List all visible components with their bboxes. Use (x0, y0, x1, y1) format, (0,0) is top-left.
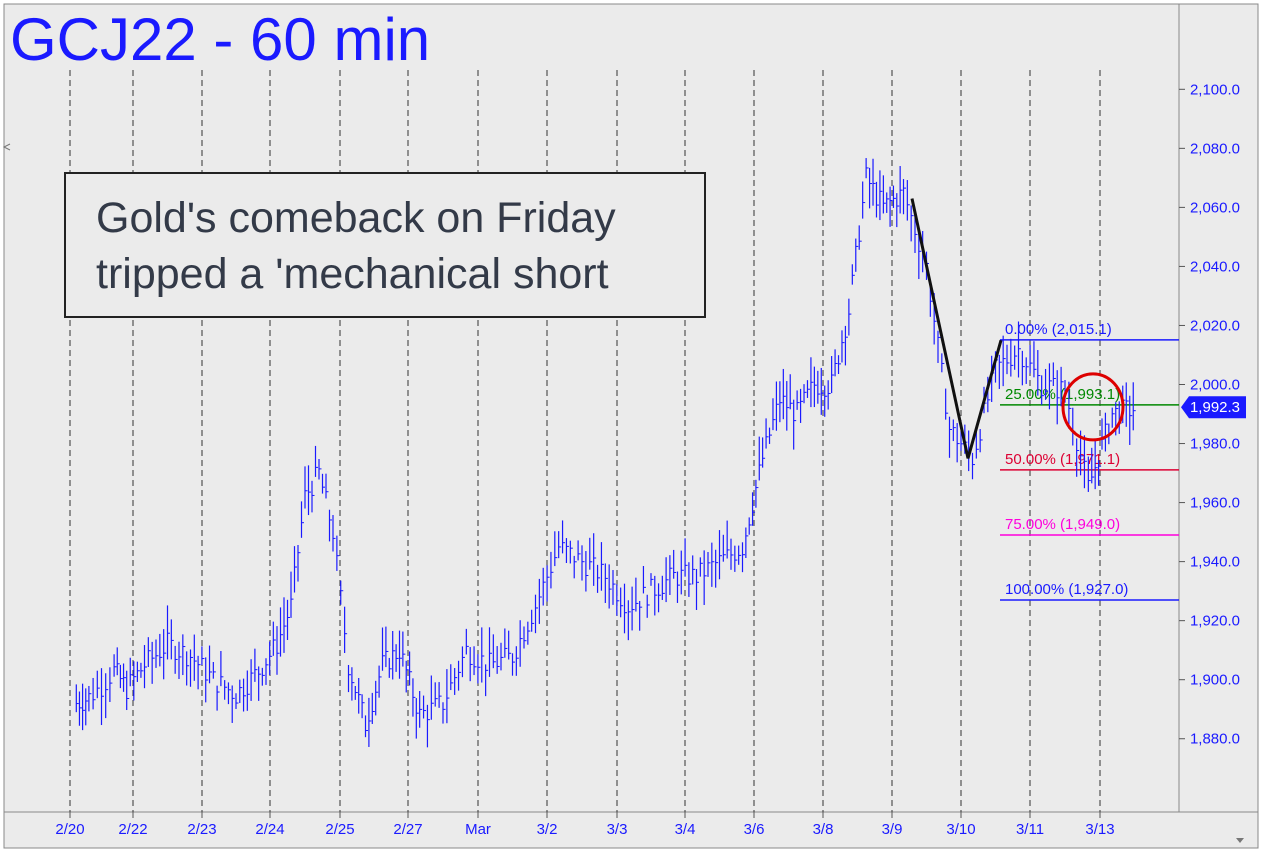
x-tick-label: 3/10 (946, 821, 975, 838)
fib-label: 25.00% (1,993.1) (1005, 386, 1120, 403)
x-tick-label: 3/13 (1085, 821, 1114, 838)
left-arrow-icon (2, 143, 11, 151)
y-tick-label: 1,960.0 (1190, 495, 1240, 512)
corner-arrow-icon (1236, 838, 1244, 843)
fib-label: 0.00% (2,015.1) (1005, 321, 1112, 338)
last-price-label: 1,992.3 (1190, 399, 1240, 416)
impulse-leg-line (910, 198, 1003, 459)
x-tick-label: 3/6 (744, 821, 765, 838)
price-bars (75, 158, 1136, 748)
date-axis-panel (3, 811, 1259, 849)
y-tick-label: 2,040.0 (1190, 258, 1240, 275)
y-tick-label: 2,080.0 (1190, 140, 1240, 157)
highlight-circle (1061, 372, 1125, 442)
fib-label: 100.00% (1,927.0) (1005, 581, 1128, 598)
y-tick-label: 1,900.0 (1190, 672, 1240, 689)
fib-label: 75.00% (1,949.0) (1005, 516, 1120, 533)
annotation-box: Gold's comeback on Friday tripped a 'mec… (64, 172, 706, 318)
x-tick-label: 2/27 (393, 821, 422, 838)
x-tick-label: 3/9 (882, 821, 903, 838)
annotation-line-1: Gold's comeback on Friday (96, 194, 616, 242)
x-tick-label: 2/20 (55, 821, 84, 838)
y-tick-label: 2,000.0 (1190, 377, 1240, 394)
x-tick-label: 2/24 (255, 821, 284, 838)
y-tick-label: 1,980.0 (1190, 436, 1240, 453)
x-tick-label: 2/23 (187, 821, 216, 838)
y-tick-label: 2,100.0 (1190, 81, 1240, 98)
x-tick-label: 3/3 (607, 821, 628, 838)
x-tick-label: 2/22 (118, 821, 147, 838)
y-tick-label: 2,060.0 (1190, 199, 1240, 216)
chart-title: GCJ22 - 60 min (10, 6, 431, 73)
annotation-line-2: tripped a 'mechanical short (96, 250, 609, 298)
x-tick-label: 3/2 (537, 821, 558, 838)
x-tick-label: 3/4 (675, 821, 696, 838)
x-tick-label: 3/11 (1016, 821, 1044, 838)
x-tick-label: Mar (465, 821, 491, 838)
x-tick-label: 3/8 (813, 821, 834, 838)
y-tick-label: 1,940.0 (1190, 554, 1240, 571)
plot-area (3, 3, 1180, 813)
fib-label: 50.00% (1,971.1) (1005, 451, 1120, 468)
x-tick-label: 2/25 (325, 821, 354, 838)
y-tick-label: 2,020.0 (1190, 317, 1240, 334)
y-tick-label: 1,920.0 (1190, 613, 1240, 630)
last-price-badge (1181, 396, 1246, 419)
y-tick-label: 1,880.0 (1190, 731, 1240, 748)
